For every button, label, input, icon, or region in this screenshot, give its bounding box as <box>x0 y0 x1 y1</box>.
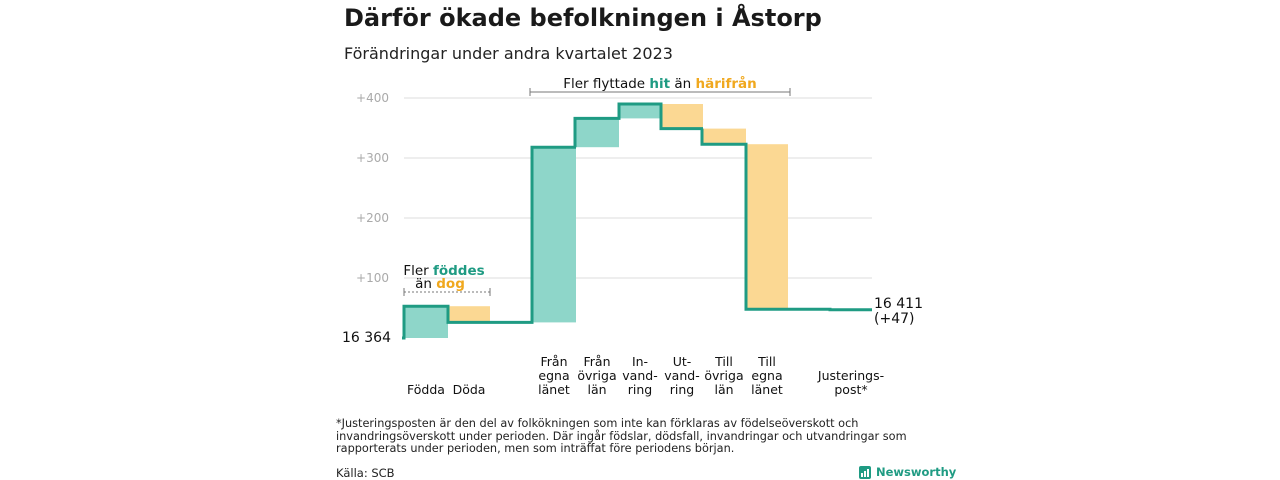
cumulative-step-line <box>402 102 872 340</box>
y-tick-label: +400 <box>356 91 389 105</box>
category-label: egna <box>538 368 569 383</box>
waterfall-bar <box>575 118 619 148</box>
category-label: län <box>714 382 733 397</box>
y-tick-label: +200 <box>356 211 389 225</box>
brand-name: Newsworthy <box>876 465 957 479</box>
end-change-label: (+47) <box>874 311 914 327</box>
category-label: egna <box>751 368 782 383</box>
waterfall-bar <box>619 104 661 119</box>
births-annotation-line2: än dog <box>415 276 465 292</box>
end-value-label: 16 411 <box>874 296 923 312</box>
category-label: Från <box>583 354 610 369</box>
category-label: ring <box>670 382 694 397</box>
category-label: länet <box>751 382 783 397</box>
source-label: Källa: SCB <box>336 466 395 480</box>
waterfall-bar <box>532 147 576 323</box>
waterfall-bar <box>746 144 788 310</box>
category-label: ring <box>628 382 652 397</box>
category-label: Ut- <box>673 354 692 369</box>
waterfall-bar <box>404 306 448 338</box>
category-label: Födda <box>407 382 445 397</box>
category-label: övriga <box>577 368 616 383</box>
category-label: Döda <box>453 382 486 397</box>
y-tick-label: +300 <box>356 151 389 165</box>
category-label: länet <box>538 382 570 397</box>
footnote: *Justeringsposten är den del av folkökni… <box>336 417 907 455</box>
chart-title: Därför ökade befolkningen i Åstorp <box>344 4 822 32</box>
waterfall-bar <box>448 306 490 323</box>
category-label: Justerings- <box>817 368 884 383</box>
category-label: övriga <box>704 368 743 383</box>
chart-subtitle: Förändringar under andra kvartalet 2023 <box>344 44 673 63</box>
category-label: Från <box>540 354 567 369</box>
category-label: län <box>587 382 606 397</box>
start-value-label: 16 364 <box>342 330 391 346</box>
births-annotation-line1: Fler föddes <box>403 263 484 279</box>
category-label: vand- <box>664 368 699 383</box>
newsworthy-logo-icon <box>859 465 871 479</box>
waterfall-bar <box>702 128 746 145</box>
category-label: vand- <box>622 368 657 383</box>
category-label: post* <box>834 382 867 397</box>
newsworthy-logo[interactable]: Newsworthy <box>859 464 956 480</box>
waterfall-bar <box>661 104 703 129</box>
category-label: Till <box>757 354 776 369</box>
migration-annotation: Fler flyttade hit än härifrån <box>563 75 757 92</box>
y-tick-label: +100 <box>356 271 389 285</box>
category-label: In- <box>632 354 648 369</box>
category-label: Till <box>714 354 733 369</box>
